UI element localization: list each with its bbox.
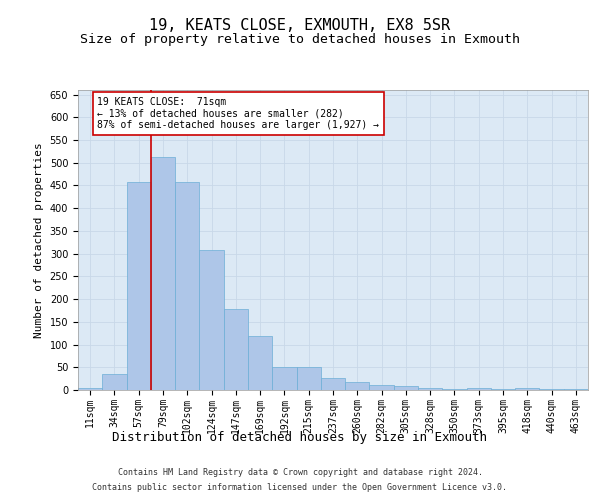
Bar	[78, 388, 102, 390]
Bar	[491, 389, 515, 390]
Bar	[345, 382, 370, 390]
Bar	[418, 388, 442, 390]
Text: Contains public sector information licensed under the Open Government Licence v3: Contains public sector information licen…	[92, 483, 508, 492]
Bar	[224, 309, 248, 390]
Text: Size of property relative to detached houses in Exmouth: Size of property relative to detached ho…	[80, 32, 520, 46]
Bar	[272, 368, 296, 390]
Bar	[442, 388, 467, 390]
Bar	[467, 388, 491, 390]
Text: 19, KEATS CLOSE, EXMOUTH, EX8 5SR: 19, KEATS CLOSE, EXMOUTH, EX8 5SR	[149, 18, 451, 32]
Bar	[515, 388, 539, 390]
Bar	[539, 389, 564, 390]
Text: 19 KEATS CLOSE:  71sqm
← 13% of detached houses are smaller (282)
87% of semi-de: 19 KEATS CLOSE: 71sqm ← 13% of detached …	[97, 97, 379, 130]
Bar	[175, 182, 199, 390]
Bar	[296, 368, 321, 390]
Bar	[321, 378, 345, 390]
Text: Distribution of detached houses by size in Exmouth: Distribution of detached houses by size …	[113, 431, 487, 444]
Bar	[199, 250, 224, 390]
Bar	[564, 388, 588, 390]
Bar	[394, 386, 418, 390]
Bar	[370, 384, 394, 390]
Bar	[248, 336, 272, 390]
Text: Contains HM Land Registry data © Crown copyright and database right 2024.: Contains HM Land Registry data © Crown c…	[118, 468, 482, 477]
Y-axis label: Number of detached properties: Number of detached properties	[34, 142, 44, 338]
Bar	[127, 182, 151, 390]
Bar	[102, 374, 127, 390]
Bar	[151, 158, 175, 390]
